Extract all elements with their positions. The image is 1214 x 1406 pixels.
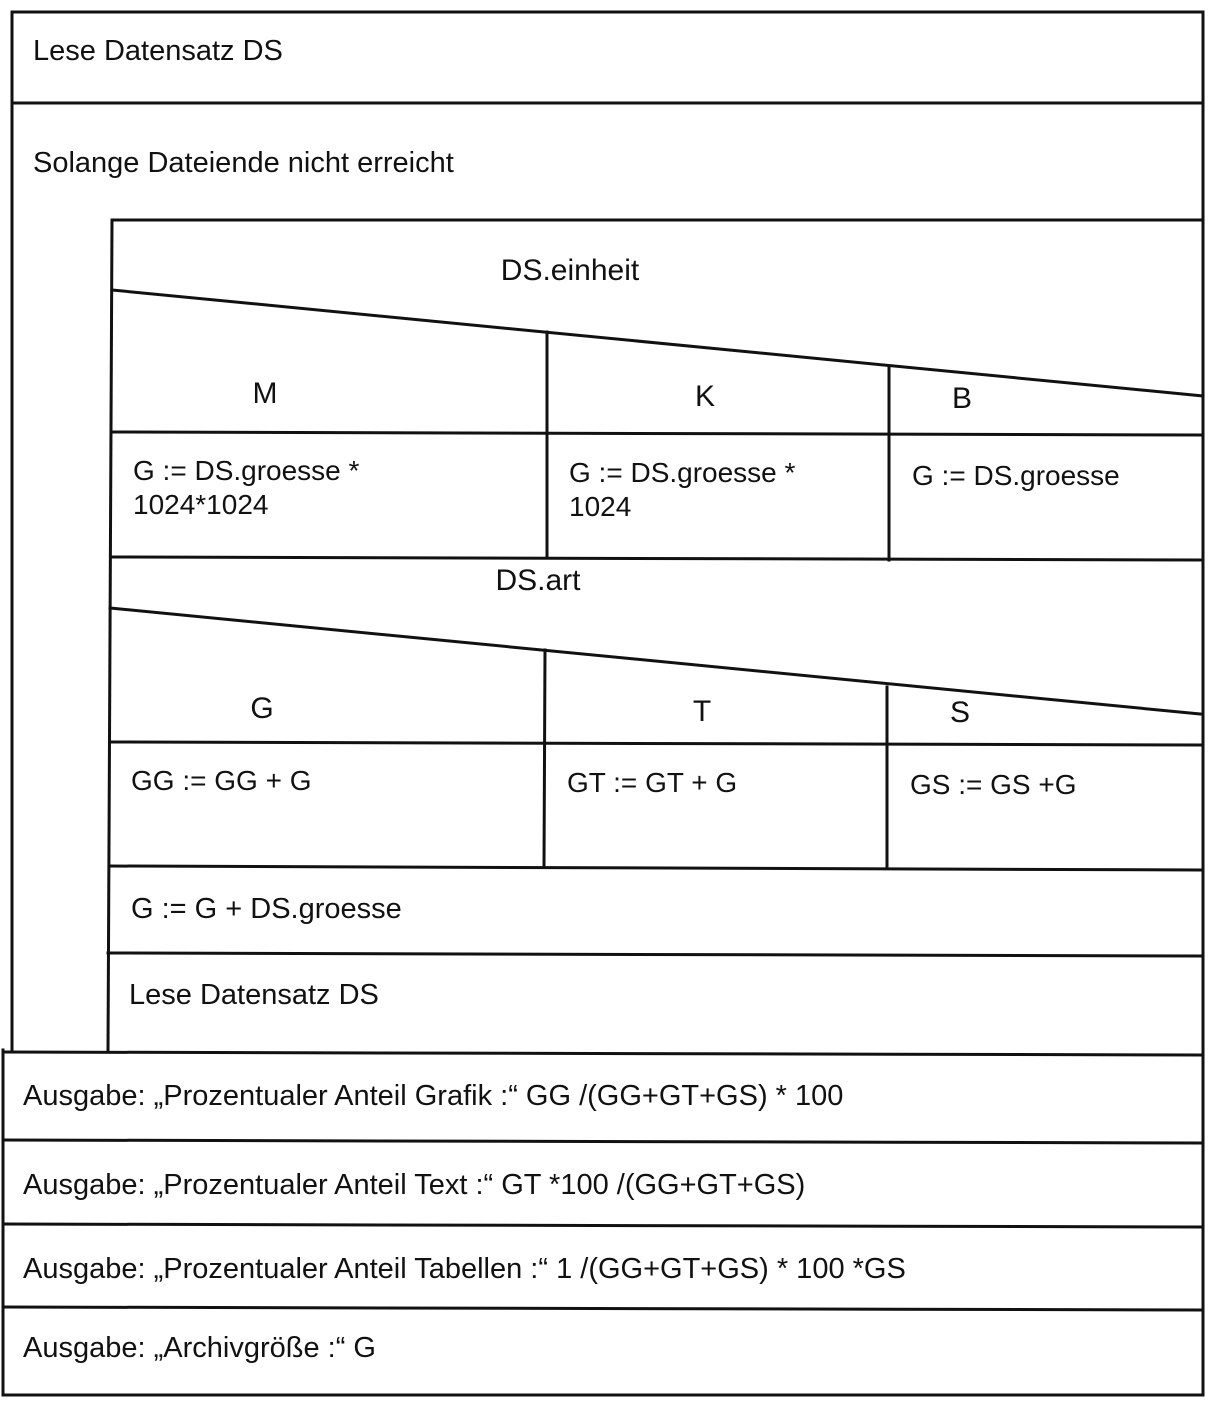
- case-label-b: B: [952, 382, 972, 415]
- outer-frame: [1, 10, 1205, 1397]
- divider-output-3: [1, 1305, 1202, 1312]
- switch-art-bottom-line: [108, 864, 1202, 872]
- divider-sum-step: [106, 951, 1202, 958]
- case-label-g: G: [250, 692, 273, 725]
- divider-output-1: [1, 1138, 1202, 1145]
- case-action-t: GT := GT + G: [567, 767, 737, 798]
- case-label-k: K: [695, 380, 715, 413]
- read-first-statement: Lese Datensatz DS: [33, 35, 283, 67]
- case-action-s: GS := GS +G: [910, 769, 1077, 800]
- loop-condition: Solange Dateiende nicht erreicht: [33, 147, 454, 179]
- loop-body-frame: [106, 218, 1205, 1052]
- output-archivgroesse: Ausgabe: „Archivgröße :“ G: [23, 1332, 376, 1364]
- case-action-m: G := DS.groesse * 1024*1024: [133, 455, 367, 520]
- switch-einheit-expression: DS.einheit: [501, 254, 640, 287]
- divider-output-2: [1, 1222, 1202, 1229]
- case-label-t: T: [693, 695, 711, 728]
- switch-einheit-case-line: [110, 430, 1205, 437]
- case-action-k: G := DS.groesse * 1024: [569, 457, 803, 522]
- output-text: Ausgabe: „Prozentualer Anteil Text :“ GT…: [23, 1169, 805, 1201]
- read-next-statement: Lese Datensatz DS: [129, 979, 379, 1011]
- case-label-m: M: [253, 377, 278, 410]
- switch-art: DS.art G T S GG := GG + G GT := GT + G G…: [108, 564, 1202, 872]
- switch-art-divider-1: [542, 648, 547, 868]
- case-action-b: G := DS.groesse: [912, 460, 1120, 491]
- switch-art-diagonal: [108, 606, 1202, 716]
- switch-einheit-diagonal: [110, 288, 1205, 398]
- case-label-s: S: [950, 696, 970, 729]
- sum-step-statement: G := G + DS.groesse: [131, 893, 402, 925]
- case-action-g: GG := GG + G: [131, 765, 312, 796]
- switch-art-expression: DS.art: [495, 564, 581, 597]
- divider-loop-end: [1, 1050, 1202, 1057]
- switch-einheit-bottom-line: [110, 555, 1205, 562]
- output-tabellen: Ausgabe: „Prozentualer Anteil Tabellen :…: [23, 1253, 906, 1285]
- output-grafik: Ausgabe: „Prozentualer Anteil Grafik :“ …: [23, 1080, 843, 1112]
- switch-art-case-line: [108, 740, 1202, 747]
- switch-einheit: DS.einheit M K B G := DS.groesse * 1024*…: [110, 254, 1205, 562]
